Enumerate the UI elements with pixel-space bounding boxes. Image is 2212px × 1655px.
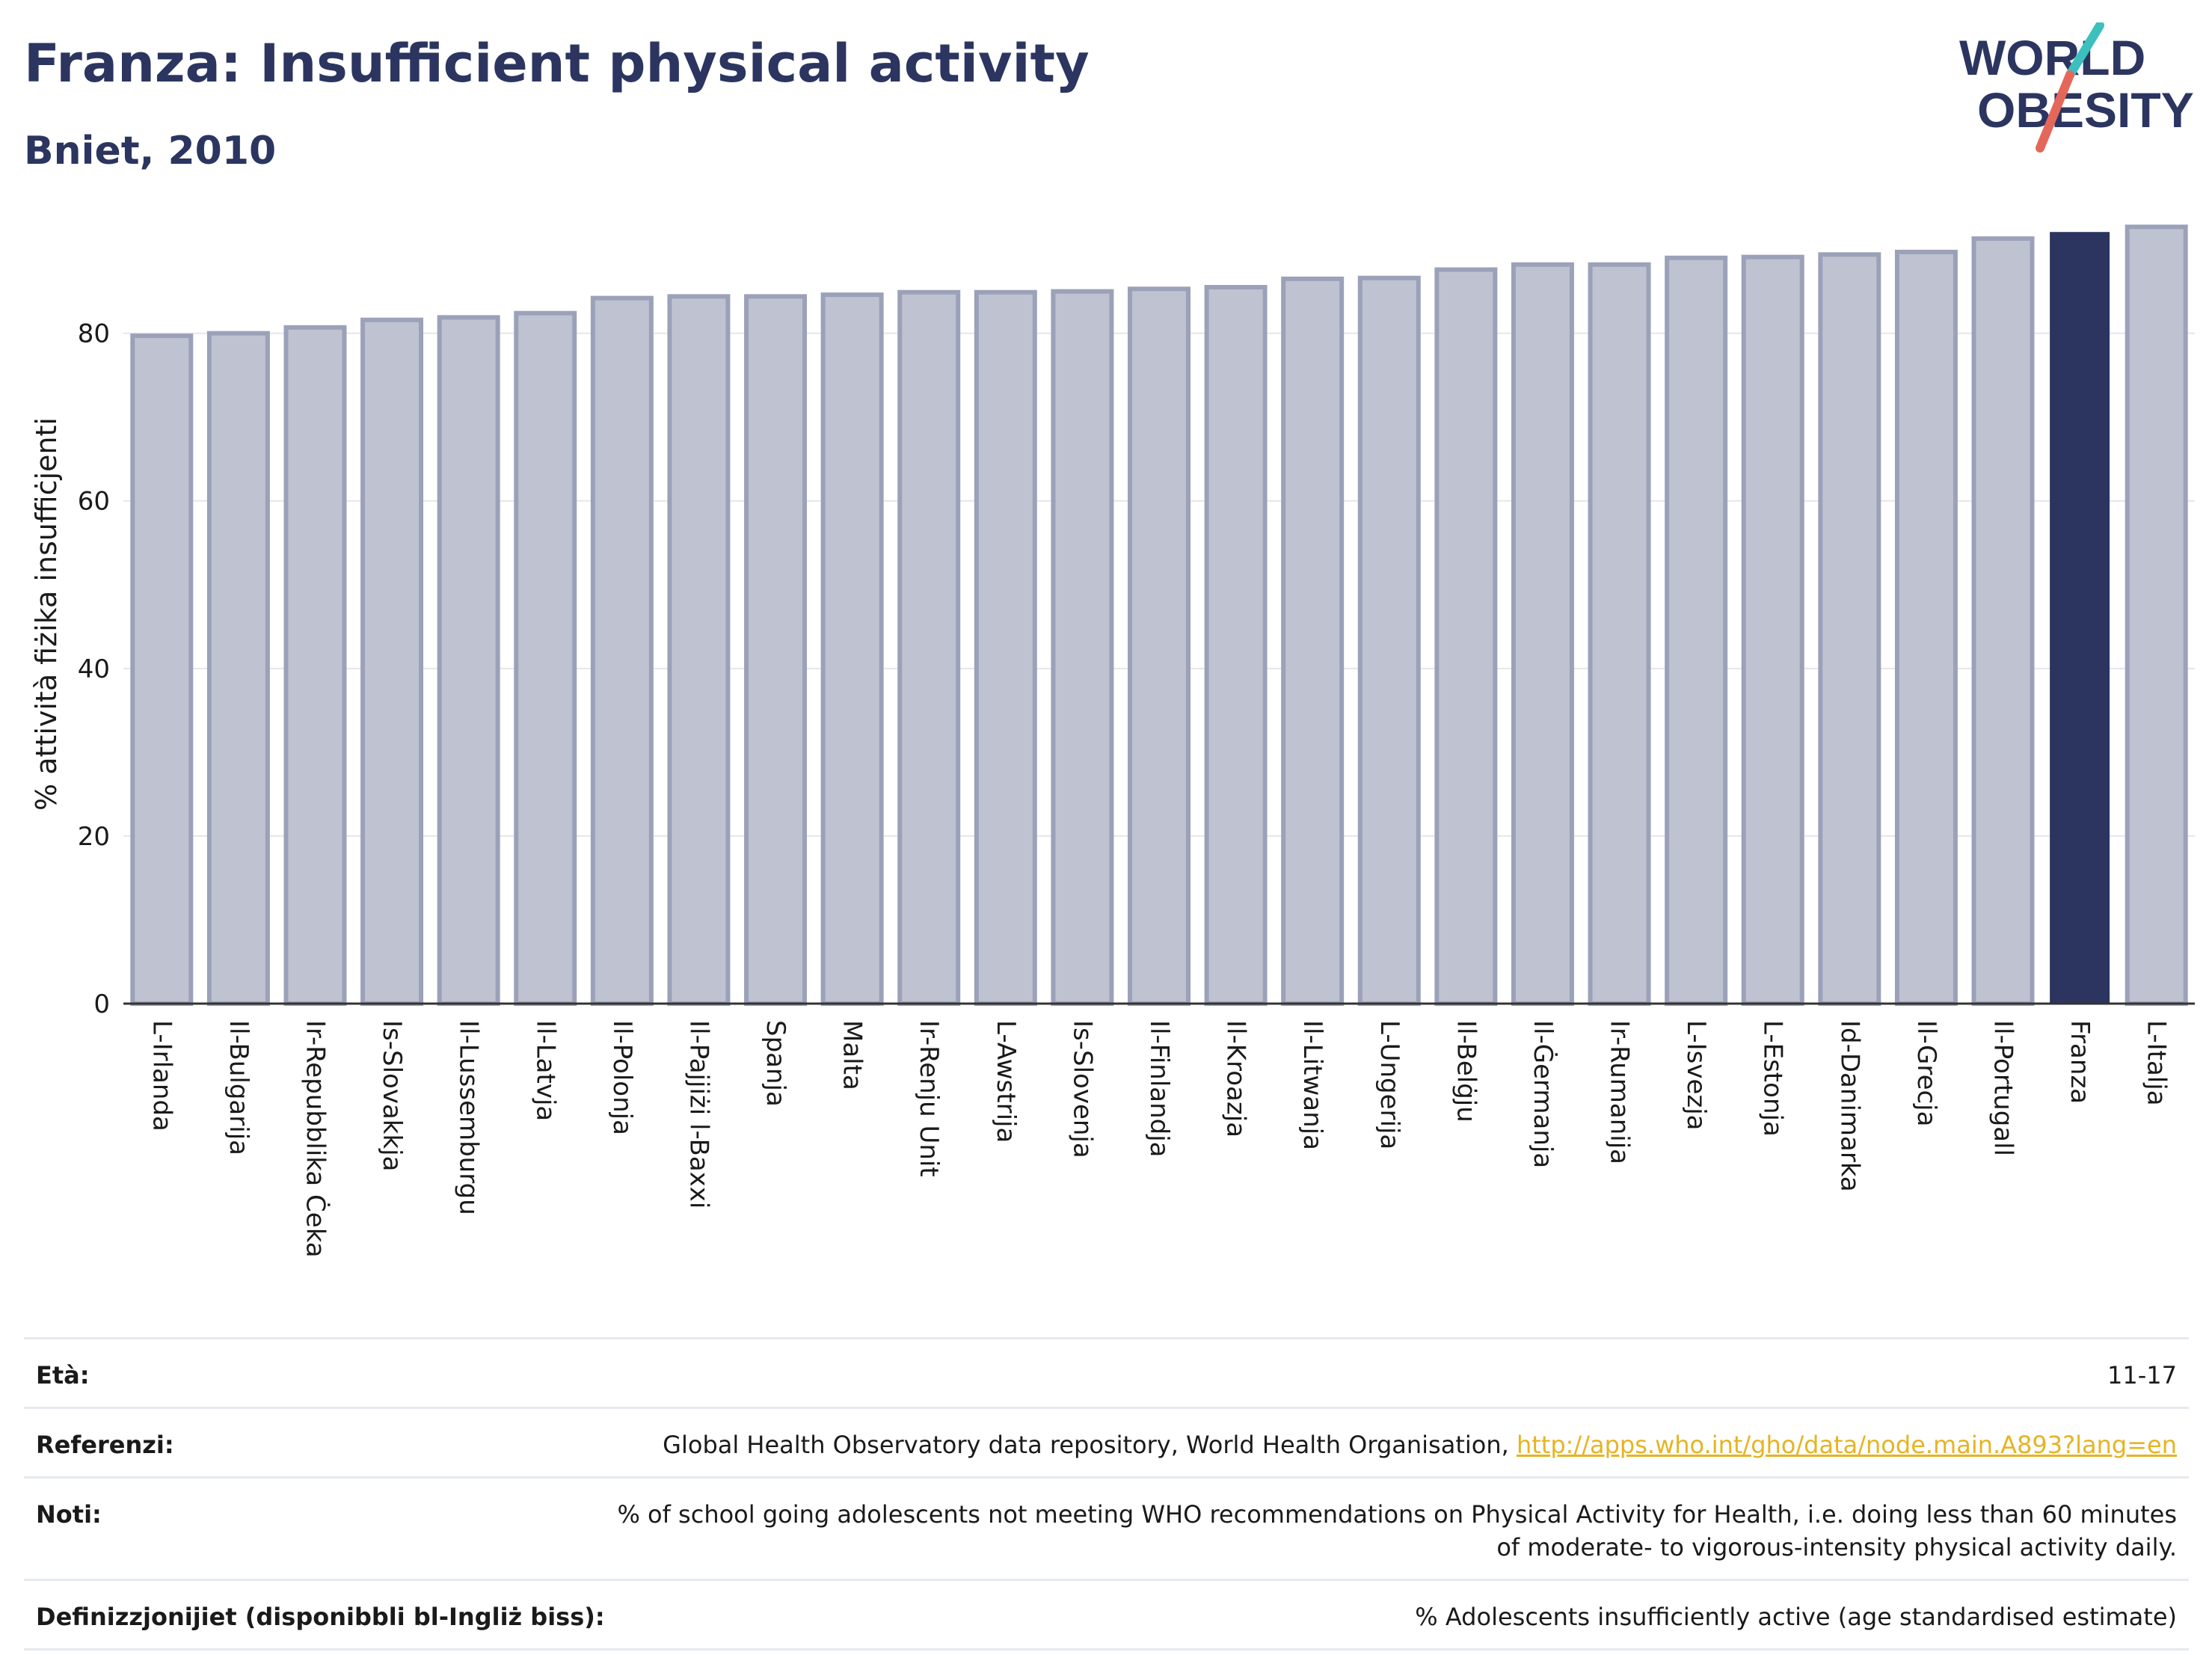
meta-value-references: Global Health Observatory data repositor… [663, 1428, 2177, 1461]
x-tick-label: Id-Danimarka [1834, 1020, 1864, 1192]
meta-value-age: 11-17 [2107, 1361, 2177, 1390]
bar [1357, 275, 1421, 1006]
y-tick-label: 40 [78, 654, 110, 684]
bar [206, 331, 270, 1007]
meta-row-age: Età: 11-17 [24, 1337, 2189, 1407]
metadata-table: Età: 11-17 Referenzi: Global Health Obse… [24, 1337, 2189, 1651]
y-tick-label: 0 [93, 989, 110, 1019]
logo-slash-teal [2065, 22, 2104, 79]
bar [667, 294, 731, 1006]
x-tick-label: Ir-Rumanija [1605, 1020, 1635, 1164]
x-tick-label: L-Ungerija [1374, 1020, 1404, 1149]
x-tick-label: Il-Litwanja [1297, 1020, 1327, 1150]
bar [1511, 262, 1574, 1006]
x-tick-label: Il-Portugall [1988, 1020, 2018, 1156]
meta-label-references: Referenzi: [36, 1431, 174, 1459]
meta-row-notes: Noti: % of school going adolescents not … [24, 1476, 2189, 1579]
bar [1588, 262, 1651, 1006]
bar [897, 289, 961, 1007]
bar [2125, 224, 2188, 1006]
bar [1281, 276, 1345, 1006]
reference-text: Global Health Observatory data repositor… [663, 1431, 1517, 1459]
y-tick-label: 60 [78, 487, 110, 517]
bar [1665, 255, 1728, 1006]
logo-word-obesity: OBESITY [1977, 82, 2194, 138]
y-axis-label: % attività fiżika insuffiċjenti [30, 417, 63, 811]
x-tick-label: Il-Polonja [607, 1020, 637, 1135]
x-tick-label: Il-Ġermanja [1528, 1020, 1558, 1168]
x-tick-label: Il-Bulgarija [224, 1020, 254, 1155]
meta-value-notes: % of school going adolescents not meetin… [617, 1500, 2177, 1562]
bar [1128, 286, 1191, 1006]
x-tick-label: Il-Belġju [1451, 1020, 1481, 1123]
bar [974, 289, 1037, 1007]
x-tick-label: Is-Slovenja [1067, 1020, 1097, 1158]
bar [130, 334, 194, 1006]
x-tick-label: Il-Latvja [530, 1020, 560, 1121]
bar [283, 325, 347, 1006]
bar [1434, 267, 1498, 1006]
logo-word-world: WORLD [1959, 30, 2145, 85]
meta-row-definitions: Definizzjonijiet (disponibbli bl-Ingliż … [24, 1579, 2189, 1651]
y-tick-label: 80 [78, 319, 110, 349]
x-tick-label: Il-Pajjiżi l-Baxxi [683, 1020, 713, 1209]
bar-chart: 0 20 40 60 80 % attività fiżika insuffiċjenti… [30, 224, 2195, 1258]
meta-label-definitions: Definizzjonijiet (disponibbli bl-Ingliż … [36, 1603, 605, 1631]
bar [2050, 232, 2110, 1004]
x-tick-label: Spanja [761, 1020, 790, 1107]
chart-title: Franza: Insufficient physical activity [24, 33, 1090, 94]
world-obesity-logo: WORLD OBESITY [1959, 22, 2194, 153]
x-tick-label: Malta [838, 1020, 867, 1090]
x-tick-label: Il-Lussemburgu [454, 1020, 484, 1215]
x-tick-label: Ir-Repubblika Ċeka [300, 1020, 331, 1258]
x-tick-label: L-Irlanda [147, 1020, 176, 1132]
x-tick-label: Ir-Renju Unit [914, 1020, 944, 1177]
x-tick-label: L-Awstrija [991, 1020, 1021, 1143]
x-tick-label: Il-Grecja [1911, 1020, 1941, 1126]
bar [1204, 285, 1268, 1006]
bar [1894, 249, 1958, 1006]
meta-row-references: Referenzi: Global Health Observatory dat… [24, 1407, 2189, 1476]
bar [1818, 252, 1881, 1006]
meta-value-definitions: % Adolescents insufficiently active (age… [1415, 1603, 2177, 1631]
bar [437, 315, 500, 1006]
bar [1741, 254, 1804, 1006]
chart-subtitle: Bniet, 2010 [24, 129, 277, 174]
bar [1051, 289, 1114, 1006]
bar [744, 294, 808, 1006]
logo-slash-red [2036, 70, 2074, 153]
reference-link[interactable]: http://apps.who.int/gho/data/node.main.A… [1516, 1431, 2177, 1459]
y-tick-label: 20 [78, 822, 110, 852]
x-tick-label: Is-Slovakkja [377, 1020, 407, 1171]
bar [820, 292, 884, 1006]
meta-label-age: Età: [36, 1361, 90, 1390]
bar [590, 295, 654, 1006]
x-tick-label: L-Estonja [1758, 1020, 1788, 1137]
x-tick-label: Franza [2065, 1020, 2095, 1104]
x-tick-label: L-Isvezja [1681, 1020, 1711, 1131]
bar [514, 310, 577, 1007]
x-tick-label: Il-Finlandja [1144, 1020, 1174, 1158]
bar [360, 317, 424, 1007]
x-tick-label: Il-Kroazja [1221, 1020, 1251, 1137]
bar [1971, 236, 2035, 1006]
meta-label-notes: Noti: [36, 1500, 102, 1529]
x-tick-label: L-Italja [2142, 1020, 2172, 1106]
